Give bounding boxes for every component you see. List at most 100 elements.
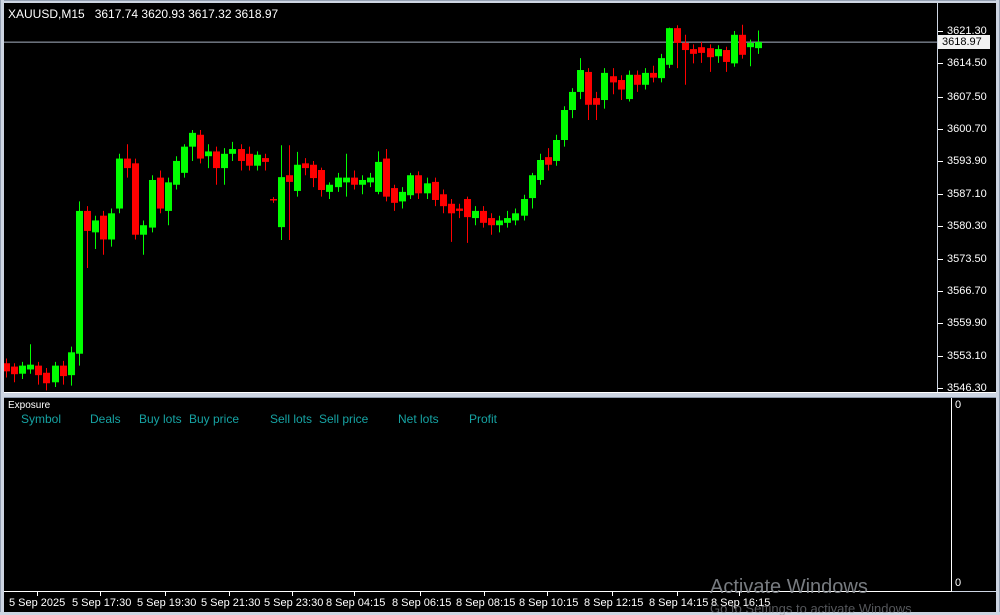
candle-body: [634, 74, 641, 85]
candle-body: [731, 34, 738, 64]
time-axis-label: 5 Sep 2025: [9, 597, 66, 609]
candle-body: [512, 213, 519, 221]
time-axis-label: 8 Sep 16:15: [711, 597, 771, 609]
exposure-column-header-deals: Deals: [90, 412, 121, 426]
exposure-column-header-profit: Profit: [469, 412, 498, 426]
price-tick: [938, 388, 943, 389]
candle-body: [480, 210, 487, 223]
candle-body: [440, 194, 447, 207]
candle-body: [11, 366, 18, 375]
price-tick: [938, 193, 943, 195]
candle-body: [92, 220, 99, 233]
candle-body: [359, 179, 366, 185]
window-border-right: [996, 0, 1000, 615]
candle-body: [707, 48, 714, 58]
price-axis-label: 3580.30: [947, 220, 987, 233]
candle-body: [278, 177, 285, 228]
price-tick: [938, 129, 943, 131]
candle-body: [4, 363, 10, 372]
price-tick: [938, 323, 943, 325]
exposure-column-header-symbol: Symbol: [21, 412, 62, 426]
chart-ohlc-values: 3617.74 3620.93 3617.32 3618.97: [94, 7, 279, 21]
candle-body: [723, 50, 730, 62]
time-tick: [165, 592, 166, 596]
price-axis-label: 3546.30: [947, 382, 987, 394]
price-axis-label: 3607.50: [947, 90, 987, 103]
candle-body: [666, 28, 673, 65]
price-axis-label: 3587.10: [947, 187, 987, 200]
time-tick: [484, 592, 485, 596]
time-axis-label: 5 Sep 23:30: [264, 597, 324, 609]
candle-body: [367, 177, 374, 183]
candle-body: [577, 70, 584, 92]
time-axis-label: 8 Sep 08:15: [456, 597, 516, 609]
candle-body: [464, 199, 471, 218]
candle-body: [456, 208, 463, 211]
price-axis-label: 3600.70: [947, 123, 987, 136]
candle-body: [157, 177, 164, 209]
candle-body: [690, 49, 697, 54]
candle-body: [84, 210, 91, 231]
candle-body: [407, 175, 414, 196]
price-axis[interactable]: 3621.30 3614.50 3607.50 3600.70 3593.90 3587.…: [938, 3, 996, 394]
candle-body: [601, 72, 608, 101]
candle-body: [415, 175, 422, 194]
price-axis-label: 3614.50: [947, 57, 987, 70]
time-tick: [547, 592, 548, 596]
price-tick: [938, 63, 943, 65]
candle-body: [254, 154, 261, 166]
time-axis-label: 5 Sep 19:30: [137, 597, 197, 609]
candle-body: [302, 163, 309, 169]
candle-body: [424, 183, 431, 194]
price-tick: [938, 258, 943, 260]
candle-body: [626, 74, 633, 100]
price-axis-label: 3559.90: [947, 317, 987, 330]
exposure-panel-title: Exposure: [8, 400, 51, 411]
candle-body: [351, 177, 358, 185]
time-axis[interactable]: 5 Sep 2025 5 Sep 17:30 5 Sep 19:30 5 Sep 21…: [4, 592, 996, 612]
time-tick: [612, 592, 613, 596]
candle-body: [521, 199, 528, 216]
candle-body: [238, 149, 245, 161]
candle-body: [375, 161, 382, 192]
price-tick: [938, 96, 943, 98]
candle-body: [246, 153, 253, 166]
time-tick: [100, 592, 101, 596]
candle-body: [642, 72, 649, 85]
time-axis-label: 5 Sep 17:30: [72, 597, 132, 609]
exposure-scale-axis[interactable]: 0 0: [952, 398, 996, 591]
time-tick: [677, 592, 678, 596]
window-border-top: [0, 0, 1000, 3]
price-tick: [938, 226, 943, 228]
price-axis-divider: [937, 3, 938, 392]
time-axis-label: 8 Sep 14:15: [649, 597, 709, 609]
candle-body: [545, 157, 552, 165]
candle-body: [124, 158, 131, 169]
exposure-column-header-buy-price: Buy price: [189, 412, 240, 426]
window-splitter[interactable]: [0, 392, 1000, 398]
candle-body: [650, 72, 657, 78]
price-axis-label: 3593.90: [947, 155, 987, 168]
time-axis-label: 8 Sep 10:15: [519, 597, 579, 609]
candle-body: [270, 199, 277, 201]
exposure-panel[interactable]: Exposure Symbol Deals Buy lots Buy price Sel…: [4, 398, 951, 591]
price-tick: [938, 161, 943, 163]
time-tick: [420, 592, 421, 596]
price-axis-label: 3553.10: [947, 349, 987, 362]
candle-body: [76, 210, 83, 354]
candle-body: [116, 158, 123, 209]
exposure-column-header-net-lots: Net lots: [398, 412, 439, 426]
candle-body: [326, 184, 333, 192]
candle-body: [27, 364, 34, 370]
candle-body: [19, 365, 26, 374]
price-tick: [938, 31, 943, 32]
candle-body: [391, 188, 398, 203]
candle-body: [181, 146, 188, 173]
candle-body: [189, 132, 196, 147]
window-border-bottom: [0, 612, 1000, 615]
candle-body: [553, 140, 560, 161]
candle-body: [335, 177, 342, 188]
window-border-left: [0, 0, 4, 615]
current-price-badge: 3618.97: [938, 35, 990, 50]
